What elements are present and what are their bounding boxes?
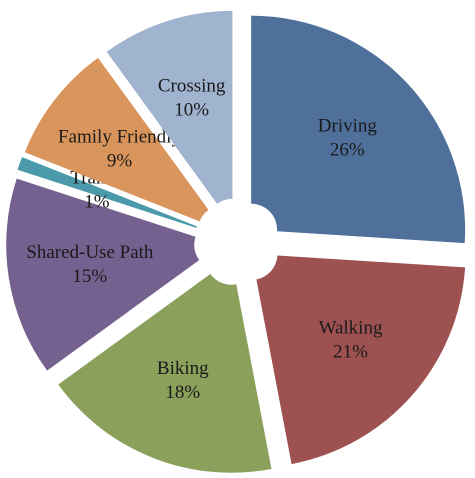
slice-value-label: 21% bbox=[333, 342, 368, 363]
slice-label: Shared-Use Path bbox=[26, 242, 154, 263]
slice-value-label: 1% bbox=[84, 192, 110, 213]
pie-slice bbox=[6, 178, 200, 371]
slice-label: Crossing bbox=[158, 76, 226, 97]
slice-value-label: 18% bbox=[165, 382, 200, 403]
slice-value-label: 15% bbox=[72, 266, 107, 287]
pie-slice bbox=[24, 57, 209, 222]
slice-value-label: 10% bbox=[174, 100, 209, 121]
slice-label: Biking bbox=[157, 358, 209, 379]
slice-value-label: 26% bbox=[330, 140, 365, 161]
pie-slice bbox=[17, 157, 197, 228]
slice-label: Family Friendly bbox=[58, 126, 181, 147]
pie-slice bbox=[251, 15, 466, 244]
pie-slice bbox=[58, 274, 272, 473]
slice-label: Driving bbox=[318, 116, 378, 137]
pie-slice bbox=[256, 255, 466, 465]
pie-slice bbox=[106, 10, 233, 204]
slice-value-label: 9% bbox=[107, 150, 133, 171]
slice-label: Walking bbox=[319, 318, 383, 339]
